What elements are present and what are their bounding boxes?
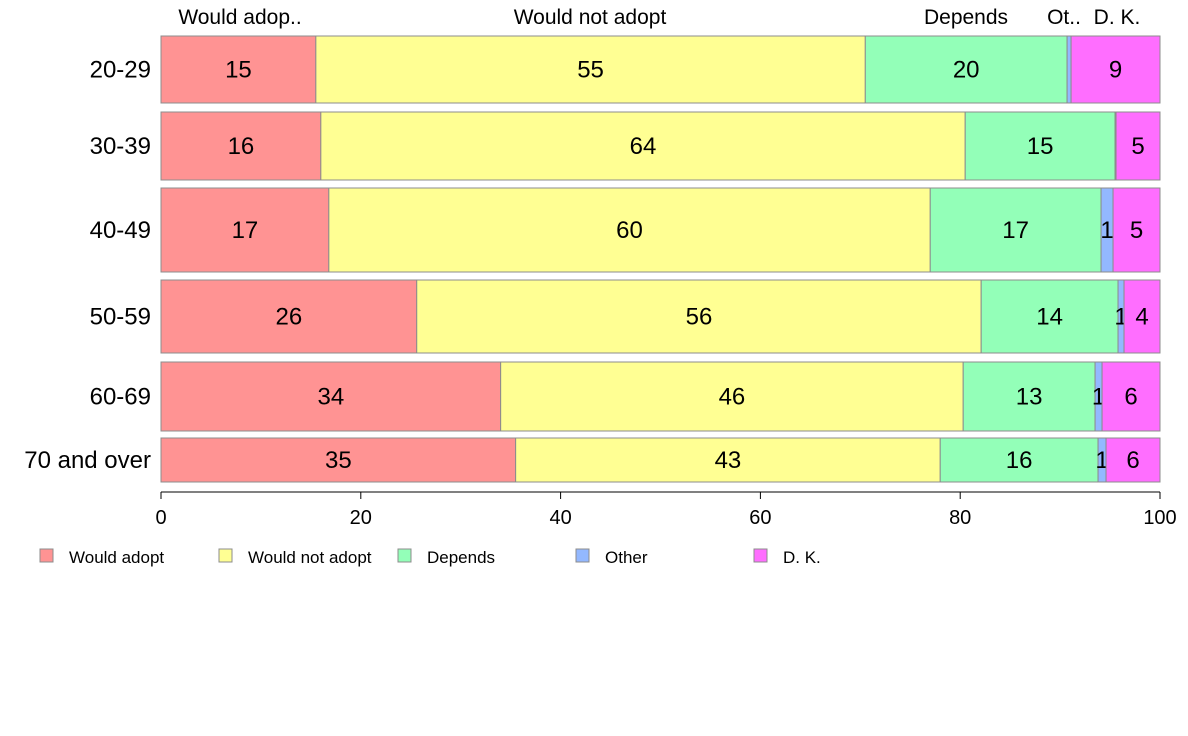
bar-row: 30-39 16 64 15 5 bbox=[90, 111, 1161, 181]
bar-segment bbox=[864, 35, 1068, 104]
data-label: 1 bbox=[1100, 217, 1113, 244]
legend-item: Other bbox=[575, 548, 648, 567]
bar-segment bbox=[500, 361, 964, 432]
column-header: Would not adopt bbox=[514, 6, 667, 29]
bar-segment bbox=[416, 279, 982, 354]
bar-segment bbox=[1066, 35, 1072, 104]
bar-row: 40-49 17 60 17 1 5 bbox=[90, 187, 1161, 273]
x-tick-label: 80 bbox=[949, 507, 971, 529]
bar-segment bbox=[1112, 187, 1161, 273]
data-label: 15 bbox=[1027, 133, 1054, 160]
bar-segment bbox=[160, 437, 517, 483]
legend-swatch bbox=[218, 548, 233, 563]
legend-swatch bbox=[753, 548, 768, 563]
column-header: D. K. bbox=[1094, 6, 1141, 29]
data-label: 9 bbox=[1109, 57, 1122, 84]
legend-swatch bbox=[39, 548, 54, 563]
legend-item: Depends bbox=[397, 548, 495, 567]
legend-label: Other bbox=[605, 548, 648, 567]
bar-segment bbox=[962, 361, 1096, 432]
bar-segment bbox=[980, 279, 1119, 354]
data-label: 5 bbox=[1130, 217, 1143, 244]
data-label: 17 bbox=[1002, 217, 1029, 244]
legend-label: Would adopt bbox=[69, 548, 164, 567]
x-tick-label: 100 bbox=[1143, 507, 1176, 529]
data-label: 4 bbox=[1135, 304, 1148, 331]
category-label: 60-69 bbox=[90, 384, 151, 411]
column-header: Would adop.. bbox=[178, 6, 301, 29]
data-label: 35 bbox=[325, 447, 352, 474]
x-tick-label: 40 bbox=[549, 507, 571, 529]
legend-label: Would not adopt bbox=[248, 548, 372, 567]
data-label: 43 bbox=[715, 447, 742, 474]
bar-segment bbox=[328, 187, 931, 273]
data-label: 56 bbox=[686, 304, 713, 331]
category-label: 20-29 bbox=[90, 57, 151, 84]
category-label: 50-59 bbox=[90, 304, 151, 331]
data-label: 1 bbox=[1095, 447, 1108, 474]
legend-item: Would not adopt bbox=[218, 548, 372, 567]
data-label: 60 bbox=[616, 217, 643, 244]
bar-segment bbox=[964, 111, 1116, 181]
category-label: 70 and over bbox=[24, 447, 151, 474]
x-tick-label: 0 bbox=[155, 507, 166, 529]
data-label: 46 bbox=[719, 384, 746, 411]
data-label: 55 bbox=[577, 57, 604, 84]
data-label: 14 bbox=[1036, 304, 1063, 331]
category-label: 40-49 bbox=[90, 217, 151, 244]
bar-row: 50-59 26 56 14 1 4 bbox=[90, 279, 1161, 354]
data-label: 16 bbox=[228, 133, 255, 160]
bar-segment bbox=[320, 111, 966, 181]
legend: Would adopt Would not adopt Depends Other D.… bbox=[39, 548, 821, 567]
column-header: Depends bbox=[924, 6, 1008, 29]
bar-segment bbox=[160, 361, 502, 432]
category-label: 30-39 bbox=[90, 133, 151, 160]
bar-segment bbox=[160, 35, 317, 104]
column-headers: Would adop.. Would not adopt Depends Ot.. D.… bbox=[178, 6, 1140, 29]
legend-label: Depends bbox=[427, 548, 495, 567]
bar-segment bbox=[1105, 437, 1161, 483]
legend-swatch bbox=[397, 548, 412, 563]
bar-segment bbox=[160, 111, 322, 181]
data-label: 13 bbox=[1016, 384, 1043, 411]
x-tick-label: 20 bbox=[350, 507, 372, 529]
bar-row: 70 and over 35 43 16 1 6 bbox=[24, 437, 1161, 483]
data-label: 6 bbox=[1124, 384, 1137, 411]
data-label: 6 bbox=[1126, 447, 1139, 474]
bar-segment bbox=[929, 187, 1102, 273]
bar-segment bbox=[1115, 111, 1161, 181]
bar-row: 20-29 15 55 20 9 bbox=[90, 35, 1161, 104]
data-label: 16 bbox=[1006, 447, 1033, 474]
bar-segment bbox=[160, 187, 330, 273]
data-label: 17 bbox=[232, 217, 259, 244]
legend-item: Would adopt bbox=[39, 548, 164, 567]
data-label: 26 bbox=[276, 304, 303, 331]
x-tick-label: 60 bbox=[749, 507, 771, 529]
x-axis: 0 20 40 60 80 100 bbox=[155, 491, 1177, 529]
data-label: 34 bbox=[317, 384, 344, 411]
bar-row: 60-69 34 46 13 1 6 bbox=[90, 361, 1161, 432]
data-label: 15 bbox=[225, 57, 252, 84]
bar-segment bbox=[1101, 361, 1161, 432]
bar-rows: 20-29 15 55 20 930-39 16 64 15 540-49 17 60 17 1 550-… bbox=[24, 35, 1161, 483]
column-header: Ot.. bbox=[1047, 6, 1081, 29]
bar-segment bbox=[160, 279, 418, 354]
legend-item: D. K. bbox=[753, 548, 821, 567]
data-label: 20 bbox=[953, 57, 980, 84]
legend-swatch bbox=[575, 548, 590, 563]
bar-segment bbox=[1123, 279, 1161, 354]
data-label: 64 bbox=[630, 133, 657, 160]
bar-segment bbox=[315, 35, 866, 104]
bar-segment bbox=[939, 437, 1099, 483]
legend-label: D. K. bbox=[783, 548, 821, 567]
data-label: 5 bbox=[1131, 133, 1144, 160]
bar-segment bbox=[1070, 35, 1161, 104]
